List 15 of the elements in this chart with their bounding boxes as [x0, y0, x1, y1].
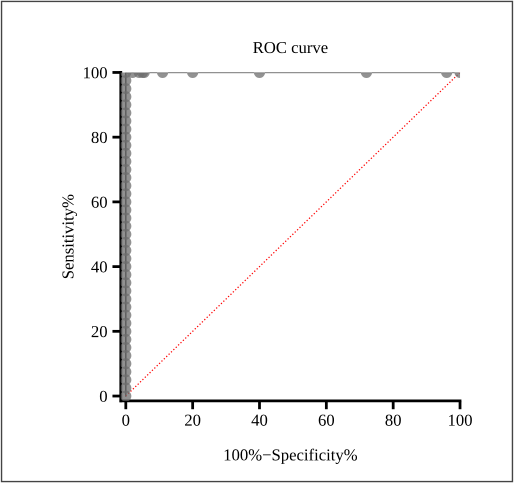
x-tick-label: 40 [251, 414, 268, 426]
y-axis-title: Sensitivity% [62, 194, 78, 278]
y-tick-label: 0 [100, 390, 107, 402]
y-tick-label: 20 [92, 326, 107, 338]
x-tick-label: 80 [385, 414, 401, 426]
y-tick-label: 60 [92, 196, 107, 208]
x-tick-label: 100 [448, 414, 472, 426]
y-tick-label: 40 [91, 261, 107, 273]
x-tick-label: 20 [185, 414, 200, 426]
x-axis-title: 100%−Specificity% [224, 448, 358, 464]
x-tick-label: 60 [318, 414, 334, 426]
y-tick-label: 80 [92, 132, 107, 144]
chart-title: ROC curve [253, 42, 328, 54]
y-tick-label: 100 [84, 67, 107, 78]
x-tick-label: 0 [122, 414, 130, 426]
